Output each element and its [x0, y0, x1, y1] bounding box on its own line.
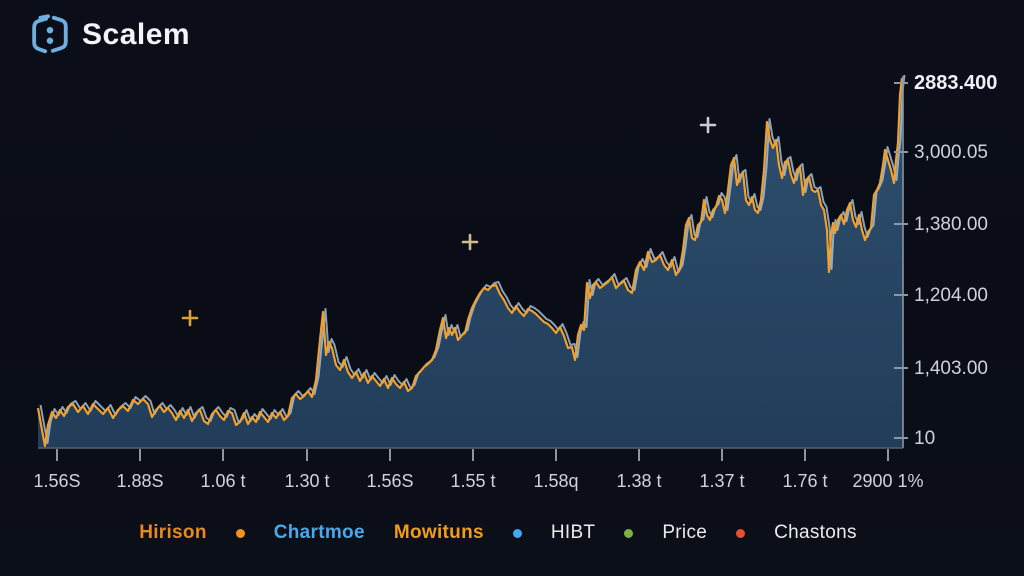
x-tick-label: 2900 1%: [852, 471, 923, 491]
x-tick-label: 1.37 t: [699, 471, 744, 491]
y-tick-label: 1,403.00: [914, 358, 988, 379]
y-tick-label: 3,000.05: [914, 142, 988, 163]
app-title: Scalem: [82, 18, 191, 51]
plus-marker: [699, 116, 717, 134]
y-tick-label: 1,380.00: [914, 214, 988, 235]
x-tick-label: 1.55 t: [450, 471, 495, 491]
price-line: [36, 77, 904, 448]
legend-dot: [512, 528, 522, 538]
legend-item-chartmoe[interactable]: Chartmoe: [273, 522, 365, 543]
chart-legend: Hirison Chartmoe Mowituns HIBT Price Chastons: [0, 517, 1010, 549]
x-tick-label: 1.76 t: [782, 471, 827, 491]
x-tick-label: 1.38 t: [616, 471, 661, 491]
x-tick-label: 1.06 t: [200, 471, 245, 491]
plus-marker: [461, 233, 479, 251]
legend-item-hirison[interactable]: Hirison: [139, 522, 207, 543]
y-tick-label: 1,204.00: [914, 285, 988, 306]
legend-item-price[interactable]: Price: [662, 522, 708, 543]
legend-item-hibt[interactable]: HIBT: [550, 522, 596, 543]
plus-marker: [181, 309, 199, 327]
x-tick-label: 1.56S: [33, 471, 80, 491]
x-tick-label: 1.88S: [116, 471, 163, 491]
scalem-logo-icon: [26, 12, 72, 58]
scalem-logo[interactable]: Scalem: [26, 12, 190, 58]
legend-dot: [624, 528, 634, 538]
y-tick-label: 10: [914, 428, 935, 449]
area-fill: [38, 78, 903, 448]
x-tick-label: 1.56S: [366, 471, 413, 491]
x-tick-label: 1.58q: [533, 471, 578, 491]
x-tick-label: 1.30 t: [284, 471, 329, 491]
legend-dot: [235, 528, 245, 538]
legend-item-chastons[interactable]: Chastons: [774, 522, 857, 543]
legend-item-mowituns[interactable]: Mowituns: [393, 522, 484, 543]
y-tick-label: 2883.400: [914, 72, 997, 94]
legend-dot: [736, 528, 746, 538]
